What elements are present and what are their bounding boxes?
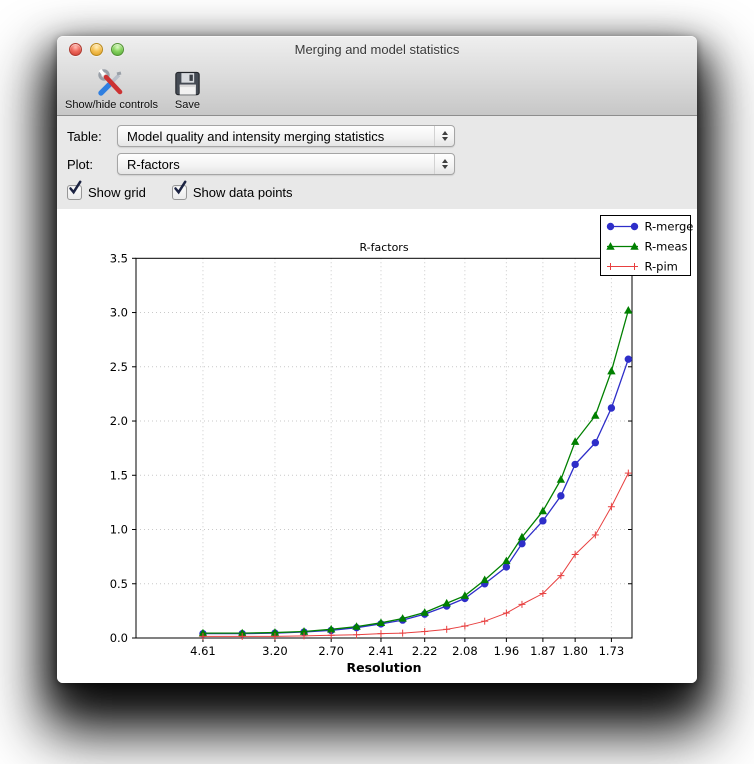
window-header: Merging and model statistics Show/hide c…	[57, 36, 697, 116]
checkbox-checked-icon	[171, 180, 187, 200]
legend-label-r-pim: R-pim	[645, 260, 678, 274]
svg-text:2.0: 2.0	[110, 414, 128, 428]
toolbar: Show/hide controls Save	[57, 63, 697, 115]
tools-icon	[98, 68, 123, 96]
stepper-arrows-icon	[434, 154, 454, 174]
svg-text:0.0: 0.0	[110, 631, 128, 645]
controls-panel: Table: Model quality and intensity mergi…	[57, 116, 697, 209]
table-row: Table: Model quality and intensity mergi…	[67, 125, 697, 147]
x-axis-label: Resolution	[346, 660, 421, 675]
svg-text:1.73: 1.73	[599, 644, 625, 658]
svg-text:2.41: 2.41	[368, 644, 394, 658]
table-label: Table:	[67, 128, 102, 144]
series-r-pim	[199, 469, 632, 640]
axes-frame	[135, 257, 633, 639]
chart-title: R-factors	[359, 241, 408, 254]
r-factors-chart: 4.61 3.20 2.70 2.41 2.22 2.08 1.96 1.87 1.80 1.73…	[110, 215, 694, 675]
app-window: Merging and model statistics Show/hide c…	[57, 36, 697, 683]
traffic-lights	[69, 36, 124, 63]
save-floppy-icon	[175, 71, 200, 96]
stepper-arrows-icon	[434, 126, 454, 146]
minimize-button[interactable]	[90, 43, 103, 56]
table-dropdown[interactable]: Model quality and intensity merging stat…	[117, 125, 455, 147]
axis-ticks	[132, 257, 632, 642]
svg-text:1.80: 1.80	[562, 644, 588, 658]
checkbox-label: Show grid	[88, 185, 146, 200]
toolbar-button-label: Save	[174, 99, 200, 111]
show-grid-checkbox[interactable]: Show grid	[67, 180, 146, 200]
save-button[interactable]: Save	[174, 68, 201, 111]
legend: R-merge R-meas R-pim	[600, 215, 694, 276]
plot-row: Plot: R-factors	[67, 153, 697, 175]
svg-text:4.61: 4.61	[190, 644, 216, 658]
legend-label-r-meas: R-meas	[645, 240, 688, 254]
svg-text:2.08: 2.08	[452, 644, 478, 658]
svg-text:0.5: 0.5	[110, 577, 128, 591]
grid-lines	[136, 258, 632, 638]
plot-dropdown-value: R-factors	[127, 156, 180, 172]
svg-text:1.5: 1.5	[110, 468, 128, 482]
svg-text:3.0: 3.0	[110, 306, 128, 320]
checkbox-label: Show data points	[192, 185, 293, 200]
x-tick-labels: 4.61 3.20 2.70 2.41 2.22 2.08 1.96 1.87 1.80 1.73	[190, 644, 624, 658]
svg-text:1.87: 1.87	[530, 644, 556, 658]
table-dropdown-value: Model quality and intensity merging stat…	[127, 128, 385, 144]
svg-text:2.22: 2.22	[412, 644, 438, 658]
show-data-points-checkbox[interactable]: Show data points	[171, 180, 293, 200]
plot-canvas: 4.61 3.20 2.70 2.41 2.22 2.08 1.96 1.87 1.80 1.73…	[57, 209, 697, 683]
svg-text:2.70: 2.70	[318, 644, 344, 658]
svg-text:2.5: 2.5	[110, 360, 128, 374]
window-title: Merging and model statistics	[294, 42, 460, 57]
plot-label: Plot:	[67, 156, 94, 172]
show-hide-controls-button[interactable]: Show/hide controls	[65, 68, 158, 111]
svg-text:1.96: 1.96	[494, 644, 520, 658]
toolbar-button-label: Show/hide controls	[65, 99, 158, 111]
close-button[interactable]	[69, 43, 82, 56]
series-r-merge	[199, 355, 633, 638]
zoom-button[interactable]	[111, 43, 124, 56]
svg-text:3.20: 3.20	[262, 644, 288, 658]
legend-label-r-merge: R-merge	[645, 220, 694, 234]
titlebar[interactable]: Merging and model statistics	[57, 36, 697, 63]
svg-text:1.0: 1.0	[110, 523, 128, 537]
y-tick-labels: 0.0 0.5 1.0 1.5 2.0 2.5 3.0 3.5	[110, 251, 128, 645]
checkbox-checked-icon	[67, 180, 82, 200]
svg-text:3.5: 3.5	[110, 251, 128, 265]
plot-dropdown[interactable]: R-factors	[117, 153, 455, 175]
checkbox-row: Show grid Show data points	[67, 180, 697, 200]
series-r-meas	[198, 305, 633, 637]
